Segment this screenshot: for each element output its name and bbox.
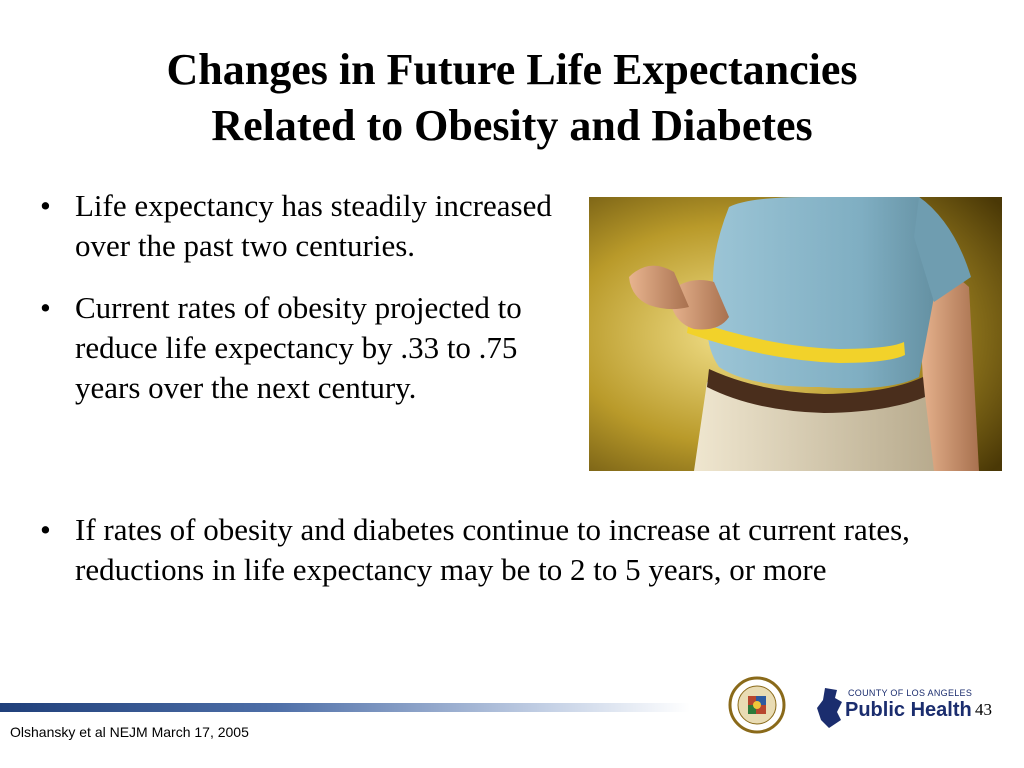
bullet-list-bottom: • If rates of obesity and diabetes contin…	[40, 510, 1000, 590]
bullet-text: Life expectancy has steadily increased o…	[75, 188, 552, 263]
title-line-2: Related to Obesity and Diabetes	[211, 101, 813, 150]
bullet-item: • Current rates of obesity projected to r…	[40, 288, 560, 408]
bullet-dot: •	[40, 290, 51, 325]
title-line-1: Changes in Future Life Expectancies	[166, 45, 858, 94]
logo-main-text: Public Health	[845, 699, 972, 721]
bullet-dot: •	[40, 512, 51, 547]
public-health-logo: COUNTY OF LOS ANGELES Public Health	[815, 686, 972, 732]
bullet-list-top: • Life expectancy has steadily increased …	[40, 186, 560, 430]
county-map-icon	[817, 688, 842, 728]
photo-man-measuring-waist-icon	[589, 197, 1002, 471]
citation: Olshansky et al NEJM March 17, 2005	[10, 724, 249, 740]
logo-top-text: COUNTY OF LOS ANGELES	[848, 688, 973, 698]
page-number: 43	[975, 700, 992, 719]
slide-title: Changes in Future Life Expectancies Rela…	[0, 42, 1024, 154]
bullet-text: If rates of obesity and diabetes continu…	[75, 512, 910, 587]
county-seal-icon	[728, 676, 786, 734]
bullet-item: • Life expectancy has steadily increased …	[40, 186, 560, 266]
bullet-text: Current rates of obesity projected to re…	[75, 290, 522, 405]
bullet-dot: •	[40, 188, 51, 223]
footer-bar	[0, 703, 690, 712]
obesity-photo	[589, 197, 1002, 471]
bullet-item: • If rates of obesity and diabetes contin…	[40, 510, 1000, 590]
